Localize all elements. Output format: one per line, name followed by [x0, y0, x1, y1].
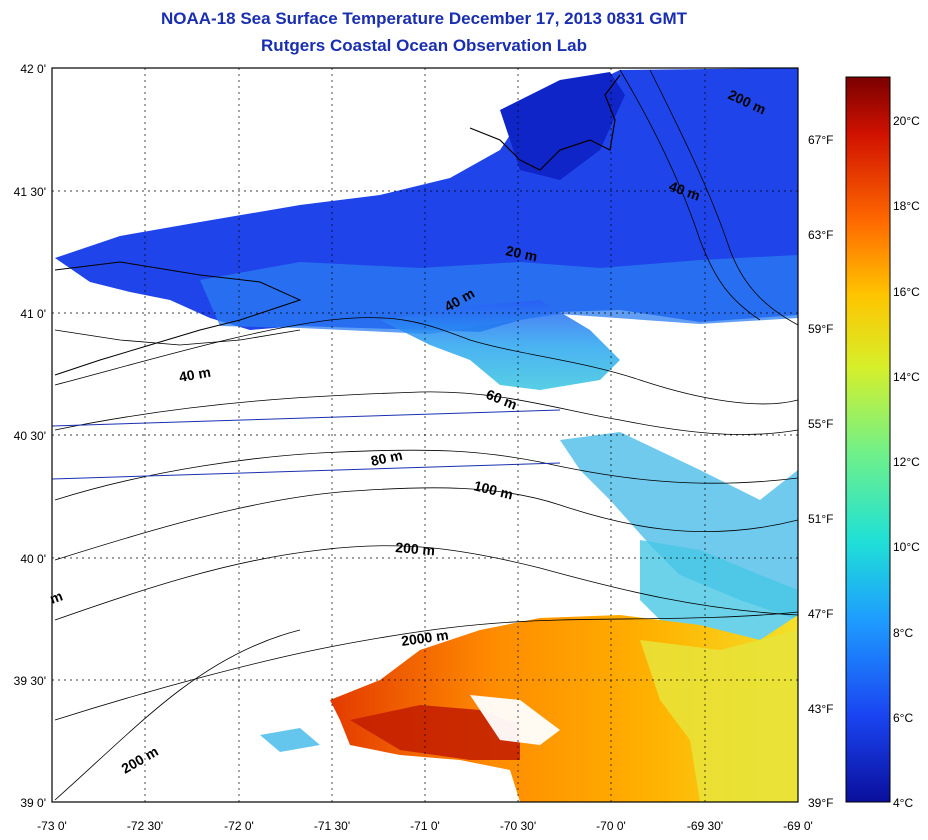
lon-label: -70 30'	[500, 819, 536, 833]
cape-cod-coast	[469, 74, 621, 171]
lat-label: 40 30'	[14, 429, 46, 443]
celsius-label: 12°C	[893, 455, 920, 469]
lon-label: -72 0'	[224, 819, 254, 833]
lon-label: -71 0'	[410, 819, 440, 833]
long-island-coast	[54, 261, 302, 376]
contour-60m	[54, 391, 798, 435]
cool-water-band	[200, 255, 798, 334]
map-title: NOAA-18 Sea Surface Temperature December…	[161, 9, 687, 28]
lon-label: -73 0'	[37, 819, 67, 833]
contour-80m	[54, 449, 798, 501]
fahrenheit-label: 39°F	[808, 796, 833, 810]
map-frame	[51, 67, 799, 803]
contour-100m	[54, 487, 798, 561]
depth-label: 200 m	[395, 539, 436, 558]
shipping-lane-north	[52, 409, 561, 427]
celsius-label: 16°C	[893, 285, 920, 299]
contour-200m-sw	[54, 629, 301, 801]
lat-label: 42 0'	[20, 62, 46, 76]
fahrenheit-label: 51°F	[808, 512, 833, 526]
fahrenheit-label: 63°F	[808, 228, 833, 242]
graticule	[52, 68, 798, 802]
contour-40m	[54, 317, 798, 405]
depth-label: m	[48, 588, 65, 607]
celsius-label: 6°C	[893, 711, 913, 725]
shipping-lane-south	[52, 462, 561, 480]
fahrenheit-label: 43°F	[808, 702, 833, 716]
fahrenheit-label: 55°F	[808, 417, 833, 431]
small-cool-patch	[260, 728, 320, 752]
cool-plume	[380, 300, 620, 390]
fahrenheit-label: 59°F	[808, 322, 833, 336]
depth-label: 2000 m	[400, 627, 449, 649]
celsius-label: 18°C	[893, 199, 920, 213]
map-subtitle: Rutgers Coastal Ocean Observation Lab	[261, 36, 587, 55]
celsius-label: 10°C	[893, 540, 920, 554]
contour-east-2	[649, 69, 798, 326]
latitude-labels: 42 0' 41 30' 41 0' 40 30' 40 0' 39 30' 3…	[14, 62, 46, 810]
fahrenheit-label: 67°F	[808, 133, 833, 147]
celsius-label: 20°C	[893, 114, 920, 128]
depth-label: 40 m	[178, 364, 212, 385]
sst-layer	[52, 68, 798, 802]
depth-label: 20 m	[504, 242, 539, 264]
cape-cod-bay-water	[500, 72, 625, 180]
warm-yellow-water	[640, 630, 798, 802]
fahrenheit-label: 47°F	[808, 607, 833, 621]
longitude-labels: -73 0' -72 30' -72 0' -71 30' -71 0' -70…	[37, 819, 813, 833]
temperature-colorbar	[845, 76, 891, 803]
lat-label: 39 0'	[20, 796, 46, 810]
celsius-label: 14°C	[893, 370, 920, 384]
celsius-label: 8°C	[893, 626, 913, 640]
lat-label: 40 0'	[20, 552, 46, 566]
lat-label: 41 30'	[14, 185, 46, 199]
lat-label: 41 0'	[20, 307, 46, 321]
cloud-gap	[470, 695, 560, 745]
lon-label: -70 0'	[596, 819, 626, 833]
contour-2000m	[54, 611, 798, 721]
lon-label: -69 30'	[687, 819, 723, 833]
contour-east-1	[619, 69, 761, 321]
coast-south	[54, 329, 301, 346]
warm-core	[350, 705, 520, 760]
lon-label: -71 30'	[314, 819, 350, 833]
contour-200m	[54, 545, 798, 621]
lat-label: 39 30'	[14, 674, 46, 688]
fahrenheit-labels: 67°F 63°F 59°F 55°F 51°F 47°F 43°F 39°F	[808, 133, 833, 810]
celsius-label: 4°C	[893, 796, 913, 810]
lon-label: -72 30'	[127, 819, 163, 833]
celsius-labels: 20°C 18°C 16°C 14°C 12°C 10°C 8°C 6°C 4°…	[893, 114, 920, 810]
lon-label: -69 0'	[783, 819, 813, 833]
depth-label: 80 m	[369, 447, 404, 469]
